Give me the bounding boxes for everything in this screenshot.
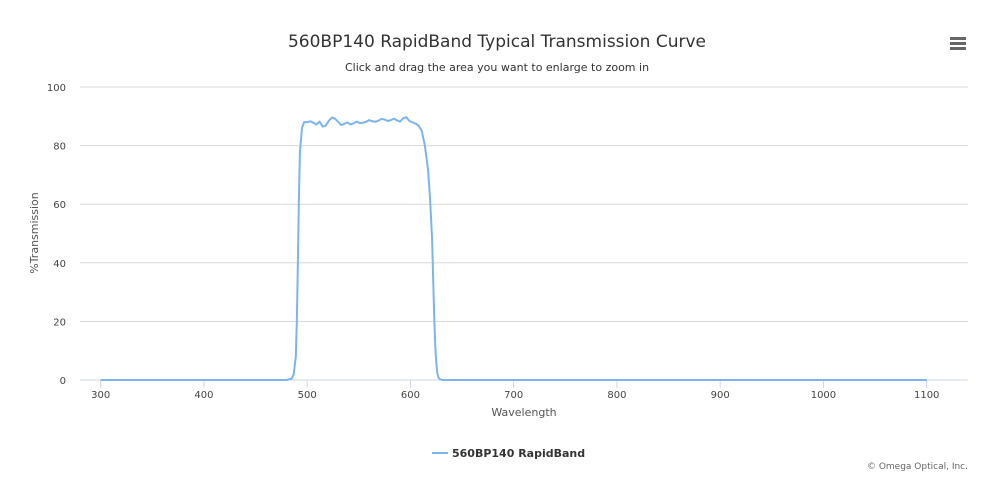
x-tick-label: 700 [504, 390, 523, 401]
chart-title: 560BP140 RapidBand Typical Transmission … [288, 32, 706, 52]
x-axis-ticks: 300 400 500 600 700 800 900 1000 1100 [91, 380, 939, 401]
y-axis-title: %Transmission [28, 192, 41, 274]
x-tick-label: 1100 [914, 390, 939, 401]
y-tick-label: 0 [60, 376, 66, 387]
chart-subtitle: Click and drag the area you want to enla… [345, 61, 649, 74]
x-tick-label: 1000 [811, 390, 836, 401]
x-tick-label: 900 [711, 390, 730, 401]
series-layer [100, 116, 927, 381]
x-axis-title: Wavelength [491, 406, 556, 419]
y-tick-label: 20 [53, 317, 66, 328]
y-axis-ticks: 0 20 40 60 80 100 [47, 83, 66, 387]
series-line-0[interactable] [100, 116, 927, 381]
legend-item[interactable]: 560BP140 RapidBand [432, 447, 585, 460]
y-tick-label: 80 [53, 142, 66, 153]
x-tick-label: 500 [298, 390, 317, 401]
x-tick-label: 400 [194, 390, 213, 401]
y-tick-label: 60 [53, 200, 66, 211]
y-tick-label: 40 [53, 259, 66, 270]
legend-label[interactable]: 560BP140 RapidBand [452, 447, 585, 460]
credits-text[interactable]: © Omega Optical, Inc. [867, 462, 968, 472]
hamburger-menu-icon[interactable] [950, 37, 966, 50]
x-tick-label: 800 [607, 390, 626, 401]
y-tick-label: 100 [47, 83, 66, 94]
grid-lines [80, 86, 968, 322]
x-tick-label: 600 [401, 390, 420, 401]
x-tick-label: 300 [91, 390, 110, 401]
